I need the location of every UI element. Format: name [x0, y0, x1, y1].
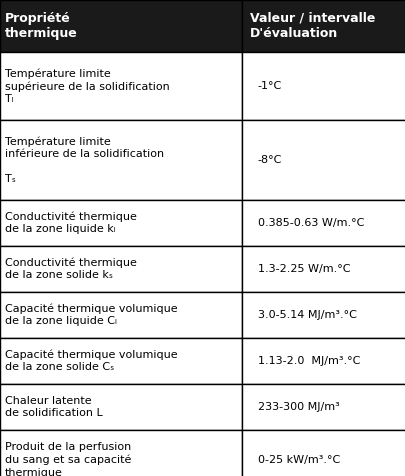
Text: Température limite
supérieure de la solidification
Tₗ: Température limite supérieure de la soli…: [5, 68, 169, 104]
Text: Capacité thermique volumique
de la zone liquide Cₗ: Capacité thermique volumique de la zone …: [5, 304, 177, 327]
Text: Valeur / intervalle
D'évaluation: Valeur / intervalle D'évaluation: [249, 12, 374, 40]
Bar: [241, 0, 405, 52]
Bar: [241, 384, 405, 430]
Bar: [0, 384, 241, 430]
Bar: [241, 338, 405, 384]
Text: 0.385-0.63 W/m.°C: 0.385-0.63 W/m.°C: [257, 218, 363, 228]
Text: Capacité thermique volumique
de la zone solide Cₛ: Capacité thermique volumique de la zone …: [5, 349, 177, 372]
Bar: [0, 0, 241, 52]
Text: 3.0-5.14 MJ/m³.°C: 3.0-5.14 MJ/m³.°C: [257, 310, 356, 320]
Bar: [0, 200, 241, 246]
Text: 1.3-2.25 W/m.°C: 1.3-2.25 W/m.°C: [257, 264, 350, 274]
Bar: [0, 52, 241, 120]
Bar: [241, 200, 405, 246]
Text: Chaleur latente
de solidification L: Chaleur latente de solidification L: [5, 396, 102, 418]
Text: Conductivité thermique
de la zone solide kₛ: Conductivité thermique de la zone solide…: [5, 258, 136, 280]
Bar: [241, 430, 405, 476]
Text: Propriété
thermique: Propriété thermique: [5, 12, 77, 40]
Bar: [241, 120, 405, 200]
Text: Conductivité thermique
de la zone liquide kₗ: Conductivité thermique de la zone liquid…: [5, 211, 136, 235]
Text: Produit de la perfusion
du sang et sa capacité
thermique: Produit de la perfusion du sang et sa ca…: [5, 442, 131, 476]
Bar: [241, 52, 405, 120]
Text: -1°C: -1°C: [257, 81, 281, 91]
Text: Température limite
inférieure de la solidification

Tₛ: Température limite inférieure de la soli…: [5, 136, 164, 184]
Bar: [0, 120, 241, 200]
Text: 233-300 MJ/m³: 233-300 MJ/m³: [257, 402, 339, 412]
Text: 1.13-2.0  MJ/m³.°C: 1.13-2.0 MJ/m³.°C: [257, 356, 359, 366]
Text: 0-25 kW/m³.°C: 0-25 kW/m³.°C: [257, 455, 339, 465]
Bar: [0, 430, 241, 476]
Bar: [0, 292, 241, 338]
Bar: [241, 246, 405, 292]
Bar: [241, 292, 405, 338]
Text: -8°C: -8°C: [257, 155, 281, 165]
Bar: [0, 338, 241, 384]
Bar: [0, 246, 241, 292]
